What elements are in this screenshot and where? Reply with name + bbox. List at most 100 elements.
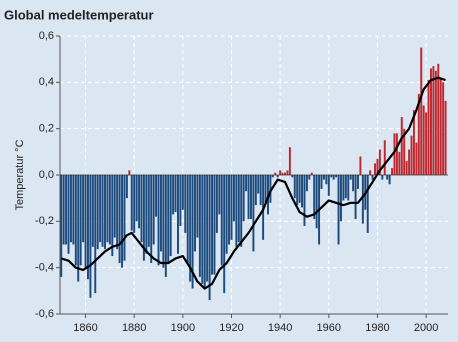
bar [335,175,338,178]
bar [240,175,243,247]
bar [254,175,257,206]
bar [271,175,274,178]
bar [82,175,85,243]
x-tick-label: 1880 [122,322,146,334]
bar [417,93,420,175]
bar [359,156,362,175]
bar [104,175,106,250]
bar [398,151,401,175]
bar [242,175,245,222]
bar [77,175,80,282]
bar [339,175,342,222]
x-tick-label: 1920 [219,322,243,334]
bar [330,175,333,178]
bar [442,82,445,175]
chart-title: Global medeltemperatur [4,7,154,22]
bar [393,133,396,175]
bar [181,175,184,210]
x-tick-label: 1940 [268,322,292,334]
bar [391,168,394,175]
bar [286,170,289,175]
bar [118,175,121,264]
bar [366,175,369,233]
bar [133,175,136,233]
bar [155,175,158,217]
bar [91,175,94,247]
bar [220,175,223,266]
bar [310,172,313,175]
bar [434,70,437,175]
bar [225,175,228,254]
bar [383,140,386,175]
bar [189,175,192,282]
bar [439,77,442,175]
bar [123,175,126,261]
bar [60,175,63,277]
y-tick-label: 0,4 [39,76,54,88]
bar [432,66,435,175]
bar [228,175,231,245]
bar [427,80,430,175]
bar [99,175,102,243]
bar [145,175,148,254]
bar [135,175,138,222]
bar [79,175,82,266]
bar [177,175,179,254]
bar [128,170,131,175]
bar [281,172,284,175]
bar [87,175,89,280]
bar [274,172,277,175]
bar [196,175,199,238]
bar [147,175,150,247]
bar [252,175,255,252]
bar [247,175,250,220]
bar [405,161,408,175]
bar [371,175,374,180]
bar [381,175,384,180]
bar [157,175,160,266]
bar [174,175,177,213]
bar [378,149,381,175]
x-tick-label: 1900 [171,322,195,334]
bar [96,175,99,250]
bar [230,175,233,240]
bar [357,175,359,189]
bar [108,175,111,245]
bar [167,175,170,264]
bar [301,175,304,208]
bar [403,128,406,175]
bar [125,175,128,199]
bar [284,172,286,175]
bar [249,175,252,220]
y-tick-label: 0,6 [39,30,54,42]
bar [74,175,77,266]
bar [296,175,299,206]
bar [369,170,372,175]
bar [425,112,428,175]
smoothed-line [60,76,446,290]
bar [142,175,145,261]
bar [169,175,172,257]
bar [276,175,279,178]
bar [203,175,206,289]
bar [342,175,345,201]
bar [444,100,447,175]
bar [72,175,75,245]
bar [186,175,189,264]
bar [159,175,162,252]
bar [130,175,133,231]
bar [179,175,182,226]
y-tick-label: 0,0 [39,169,54,181]
bar [374,163,376,175]
bar [208,175,211,301]
bar [376,158,379,175]
bar [293,175,296,199]
bar [101,175,104,247]
bar [327,175,330,196]
bar [164,175,167,277]
bar [201,175,204,284]
bar [313,175,316,220]
bar [206,175,209,282]
